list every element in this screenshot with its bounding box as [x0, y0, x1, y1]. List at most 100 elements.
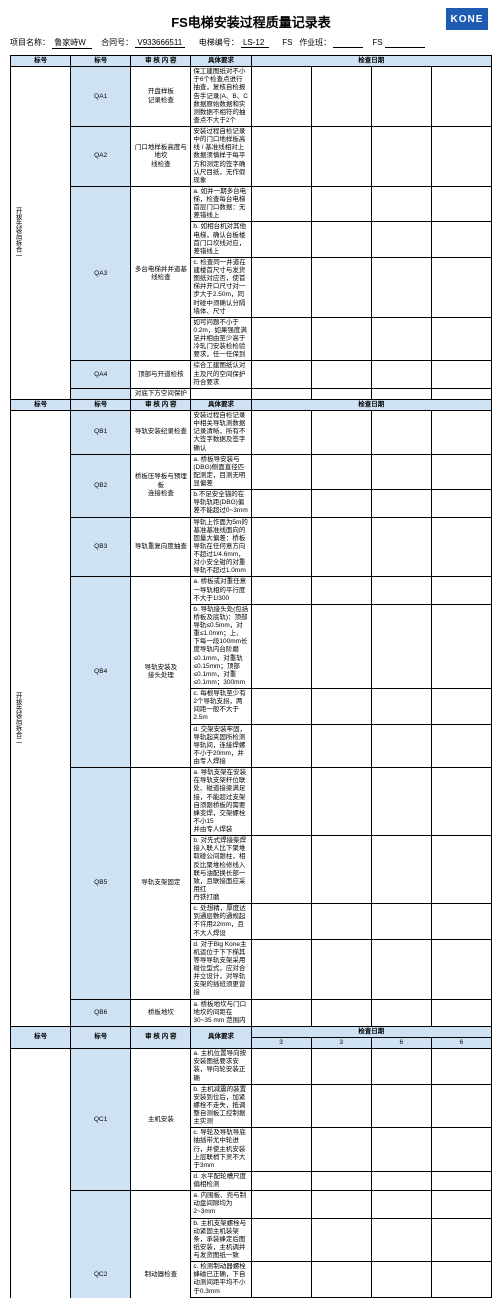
check-cell[interactable] — [431, 999, 491, 1026]
check-cell[interactable] — [431, 768, 491, 836]
check-cell[interactable] — [311, 604, 371, 688]
check-cell[interactable] — [431, 186, 491, 222]
check-cell[interactable] — [371, 67, 431, 127]
check-cell[interactable] — [311, 222, 371, 258]
check-cell[interactable] — [431, 1171, 491, 1190]
check-cell[interactable] — [371, 999, 431, 1026]
check-cell[interactable] — [251, 388, 311, 399]
check-cell[interactable] — [311, 67, 371, 127]
check-cell[interactable] — [431, 257, 491, 317]
check-cell[interactable] — [371, 1297, 431, 1298]
check-cell[interactable] — [431, 1218, 491, 1262]
check-cell[interactable] — [431, 454, 491, 490]
check-cell[interactable] — [371, 1191, 431, 1218]
check-cell[interactable] — [311, 904, 371, 940]
check-cell[interactable] — [311, 999, 371, 1026]
check-cell[interactable] — [311, 1049, 371, 1085]
check-cell[interactable] — [251, 1084, 311, 1128]
check-cell[interactable] — [251, 186, 311, 222]
check-cell[interactable] — [431, 1084, 491, 1128]
check-cell[interactable] — [311, 689, 371, 725]
check-cell[interactable] — [311, 724, 371, 768]
check-cell[interactable] — [371, 1084, 431, 1128]
check-cell[interactable] — [311, 1297, 371, 1298]
check-cell[interactable] — [371, 127, 431, 187]
check-cell[interactable] — [311, 1128, 371, 1172]
check-cell[interactable] — [251, 1297, 311, 1298]
check-cell[interactable] — [251, 317, 311, 361]
check-cell[interactable] — [431, 517, 491, 577]
check-cell[interactable] — [431, 127, 491, 187]
check-cell[interactable] — [251, 490, 311, 517]
check-cell[interactable] — [311, 1084, 371, 1128]
check-cell[interactable] — [431, 317, 491, 361]
check-cell[interactable] — [371, 604, 431, 688]
check-cell[interactable] — [371, 836, 431, 904]
check-cell[interactable] — [251, 517, 311, 577]
check-cell[interactable] — [251, 1191, 311, 1218]
check-cell[interactable] — [371, 361, 431, 388]
check-cell[interactable] — [311, 127, 371, 187]
check-cell[interactable] — [431, 1297, 491, 1298]
check-cell[interactable] — [251, 724, 311, 768]
check-cell[interactable] — [371, 517, 431, 577]
check-cell[interactable] — [311, 1191, 371, 1218]
check-cell[interactable] — [311, 939, 371, 999]
check-cell[interactable] — [371, 388, 431, 399]
check-cell[interactable] — [311, 1171, 371, 1190]
check-cell[interactable] — [251, 1171, 311, 1190]
check-cell[interactable] — [251, 361, 311, 388]
check-cell[interactable] — [311, 361, 371, 388]
check-cell[interactable] — [371, 317, 431, 361]
check-cell[interactable] — [371, 577, 431, 604]
check-cell[interactable] — [371, 1218, 431, 1262]
check-cell[interactable] — [431, 904, 491, 940]
check-cell[interactable] — [251, 768, 311, 836]
check-cell[interactable] — [251, 1049, 311, 1085]
check-cell[interactable] — [311, 768, 371, 836]
check-cell[interactable] — [251, 1218, 311, 1262]
check-cell[interactable] — [251, 67, 311, 127]
check-cell[interactable] — [371, 768, 431, 836]
check-cell[interactable] — [431, 604, 491, 688]
check-cell[interactable] — [371, 490, 431, 517]
check-cell[interactable] — [431, 388, 491, 399]
check-cell[interactable] — [251, 939, 311, 999]
check-cell[interactable] — [251, 1262, 311, 1298]
check-cell[interactable] — [431, 1191, 491, 1218]
check-cell[interactable] — [371, 1262, 431, 1298]
check-cell[interactable] — [431, 836, 491, 904]
check-cell[interactable] — [431, 724, 491, 768]
check-cell[interactable] — [371, 1171, 431, 1190]
check-cell[interactable] — [251, 222, 311, 258]
check-cell[interactable] — [431, 1262, 491, 1298]
check-cell[interactable] — [311, 454, 371, 490]
check-cell[interactable] — [251, 127, 311, 187]
check-cell[interactable] — [251, 689, 311, 725]
check-cell[interactable] — [311, 517, 371, 577]
check-cell[interactable] — [371, 1128, 431, 1172]
check-cell[interactable] — [251, 577, 311, 604]
check-cell[interactable] — [311, 836, 371, 904]
check-cell[interactable] — [251, 411, 311, 455]
check-cell[interactable] — [371, 724, 431, 768]
check-cell[interactable] — [371, 222, 431, 258]
check-cell[interactable] — [251, 604, 311, 688]
check-cell[interactable] — [311, 411, 371, 455]
check-cell[interactable] — [431, 939, 491, 999]
check-cell[interactable] — [371, 1049, 431, 1085]
check-cell[interactable] — [251, 904, 311, 940]
check-cell[interactable] — [311, 490, 371, 517]
check-cell[interactable] — [431, 490, 491, 517]
check-cell[interactable] — [431, 411, 491, 455]
check-cell[interactable] — [431, 689, 491, 725]
check-cell[interactable] — [431, 67, 491, 127]
check-cell[interactable] — [311, 1218, 371, 1262]
check-cell[interactable] — [311, 317, 371, 361]
check-cell[interactable] — [371, 939, 431, 999]
check-cell[interactable] — [251, 1128, 311, 1172]
check-cell[interactable] — [311, 1262, 371, 1298]
check-cell[interactable] — [431, 1128, 491, 1172]
check-cell[interactable] — [431, 361, 491, 388]
check-cell[interactable] — [371, 186, 431, 222]
